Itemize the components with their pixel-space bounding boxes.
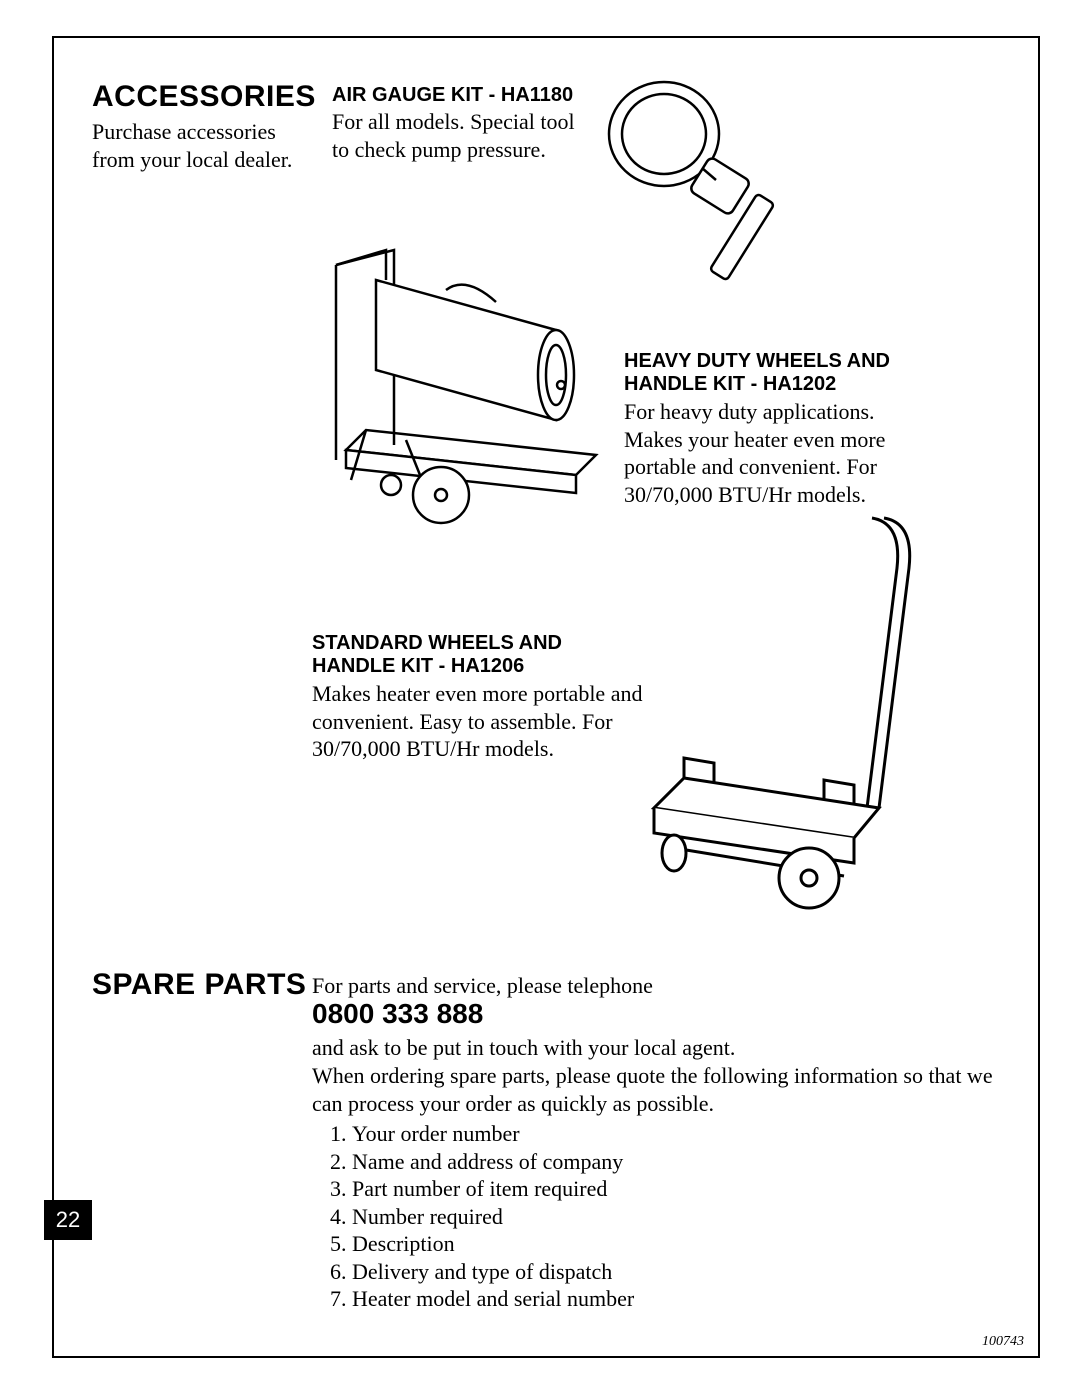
spare-parts-heading: SPARE PARTS (92, 968, 306, 1002)
heater-cart-icon (306, 230, 626, 530)
air-gauge-desc: For all models. Special tool to check pu… (332, 108, 592, 163)
air-gauge-icon (594, 74, 824, 284)
heavy-duty-desc: For heavy duty applications. Makes your … (624, 398, 924, 508)
spare-line1: For parts and service, please telephone (312, 972, 653, 1000)
spare-phone: 0800 333 888 (312, 998, 483, 1030)
spare-item-3: Part number of item required (352, 1175, 634, 1203)
spare-ordered-list: Your order number Name and address of co… (328, 1120, 634, 1313)
standard-desc: Makes heater even more portable and conv… (312, 680, 652, 763)
heavy-duty-title: HEAVY DUTY WHEELS AND HANDLE KIT - HA120… (624, 350, 904, 396)
spare-line3: When ordering spare parts, please quote … (312, 1062, 1012, 1117)
spare-item-4: Number required (352, 1203, 634, 1231)
spare-item-6: Delivery and type of dispatch (352, 1258, 634, 1286)
page: ACCESSORIES Purchase accessories from yo… (0, 0, 1080, 1397)
air-gauge-title: AIR GAUGE KIT - HA1180 (332, 84, 573, 107)
content-frame: ACCESSORIES Purchase accessories from yo… (52, 36, 1040, 1358)
spare-item-5: Description (352, 1230, 634, 1258)
page-number: 22 (44, 1200, 92, 1240)
standard-title: STANDARD WHEELS AND HANDLE KIT - HA1206 (312, 632, 612, 678)
spare-item-1: Your order number (352, 1120, 634, 1148)
spare-item-2: Name and address of company (352, 1148, 634, 1176)
spare-item-7: Heater model and serial number (352, 1285, 634, 1313)
accessories-intro: Purchase accessories from your local dea… (92, 118, 312, 173)
doc-id: 100743 (982, 1334, 1024, 1350)
spare-line2: and ask to be put in touch with your loc… (312, 1034, 912, 1062)
accessories-heading: ACCESSORIES (92, 80, 316, 114)
handle-cart-icon (614, 508, 924, 918)
